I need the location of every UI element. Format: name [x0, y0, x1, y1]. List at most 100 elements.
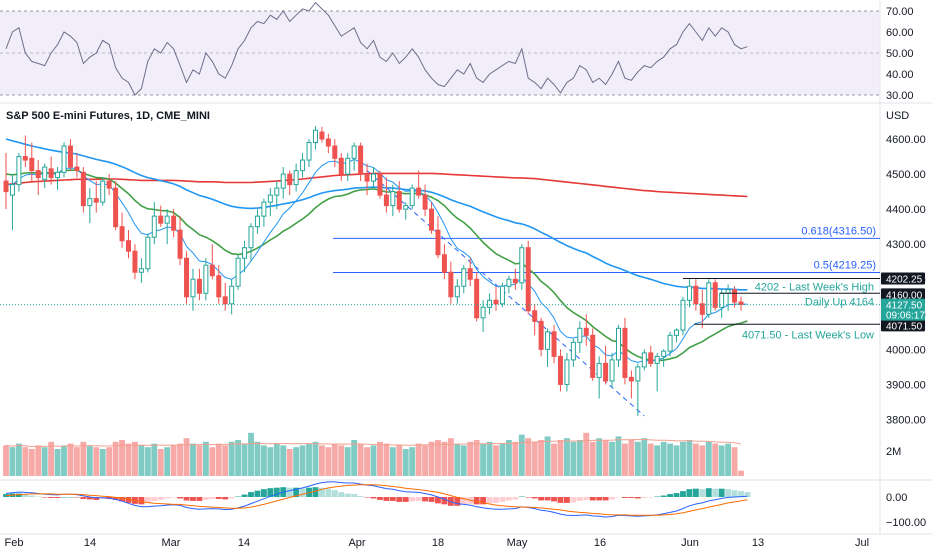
volume-bar — [499, 443, 506, 476]
macd-histogram-bar — [222, 497, 229, 500]
price-tick-label: 4000.00 — [886, 344, 926, 356]
candle-body — [512, 278, 518, 284]
candle-body — [557, 355, 563, 385]
volume-bar — [602, 440, 609, 476]
time-tick-label: May — [507, 537, 528, 549]
candle-body — [325, 138, 331, 147]
candle-body — [132, 250, 138, 273]
candle-body — [474, 278, 480, 319]
volume-bar — [86, 445, 93, 476]
volume-bar — [525, 438, 532, 476]
candle-body — [9, 184, 15, 196]
candle-body — [61, 145, 67, 173]
candle-body — [351, 145, 357, 159]
candle-body — [338, 157, 344, 175]
volume-bar — [306, 443, 312, 476]
fib-level-label: 0.5(4219.25) — [814, 260, 876, 272]
macd-histogram-bar — [273, 487, 280, 497]
macd-histogram-bar — [299, 488, 306, 497]
volume-bar — [422, 445, 429, 476]
volume-bar — [738, 470, 744, 476]
candle-body — [138, 268, 144, 273]
currency-label: USD — [886, 110, 909, 122]
volume-bar — [73, 447, 80, 476]
volume-bar — [119, 440, 125, 476]
rsi-tick-label: 70.00 — [886, 6, 914, 18]
candle-body — [345, 157, 351, 175]
macd-histogram-bar — [647, 497, 654, 498]
key-level-label: 4071.50 - Last Week's Low — [742, 329, 874, 341]
macd-histogram-bar — [357, 496, 364, 497]
macd-histogram-bar — [177, 497, 184, 499]
volume-bar — [293, 447, 300, 476]
volume-bar — [634, 441, 641, 476]
macd-histogram-bar — [525, 497, 532, 498]
macd-histogram-bar — [744, 492, 751, 497]
macd-histogram-bar — [454, 497, 461, 506]
volume-bar — [396, 445, 403, 476]
macd-histogram-bar — [248, 492, 254, 497]
candle-body — [674, 329, 680, 336]
macd-histogram-bar — [235, 496, 242, 498]
volume-bar — [473, 440, 480, 476]
macd-histogram-bar — [151, 497, 158, 501]
volume-bar — [447, 438, 454, 476]
candle-body — [570, 341, 576, 361]
volume-bar — [357, 443, 364, 476]
volume-bar — [725, 443, 732, 476]
candle-body — [525, 247, 531, 312]
time-tick-label: Feb — [5, 537, 24, 549]
macd-histogram-bar — [228, 497, 235, 499]
macd-histogram-bar — [441, 497, 448, 505]
badge-daily-up-bg — [881, 288, 925, 301]
badge-current-price-countdown: 09:06:17 — [886, 311, 925, 322]
macd-histogram-bar — [325, 488, 332, 497]
volume-bar — [241, 443, 248, 476]
candle-body — [80, 171, 86, 207]
macd-histogram-bar — [493, 497, 499, 503]
candle-body — [738, 301, 744, 305]
candle-body — [583, 327, 589, 336]
macd-histogram-bar — [576, 497, 583, 501]
volume-bar — [718, 445, 725, 476]
candle-body — [235, 257, 241, 287]
macd-histogram-bar — [718, 488, 725, 497]
macd-histogram-bar — [67, 497, 74, 498]
rsi-tick-label: 30.00 — [886, 90, 914, 102]
candle-body — [467, 268, 473, 280]
candle-body — [287, 173, 293, 186]
macd-histogram-bar — [686, 489, 693, 497]
volume-bar — [505, 440, 512, 476]
candle-body — [293, 170, 299, 186]
macd-histogram-bar — [170, 497, 177, 498]
macd-histogram-bar — [202, 497, 209, 500]
volume-bar — [660, 441, 667, 476]
candle-body — [538, 320, 544, 350]
candle-body — [654, 355, 660, 364]
volume-bar — [164, 447, 171, 476]
volume-bar — [112, 441, 119, 476]
volume-bar — [596, 438, 603, 476]
volume-bar — [460, 445, 467, 476]
candle-body — [487, 299, 493, 308]
macd-histogram-bar — [435, 497, 441, 504]
candle-body — [67, 145, 73, 168]
candle-body — [358, 145, 364, 175]
macd-histogram-bar — [731, 490, 738, 497]
volume-bar — [28, 449, 35, 476]
time-axis: Feb 14 Mar 14 Apr 18 May 16 Jun 13 Jul — [5, 537, 870, 549]
volume-bar — [667, 443, 674, 476]
volume-bar — [622, 443, 628, 476]
volume-bar — [144, 447, 151, 476]
volume-bar — [441, 441, 448, 476]
macd-histogram-bar — [331, 490, 338, 497]
badge-last-week-high-text: 4202.25 — [886, 275, 923, 286]
candle-body — [429, 208, 435, 231]
macd-histogram-bar — [28, 495, 35, 497]
volume-bar — [80, 441, 87, 476]
candle-body — [712, 282, 718, 308]
volume-bar — [9, 447, 16, 476]
volume-bar — [531, 441, 538, 476]
